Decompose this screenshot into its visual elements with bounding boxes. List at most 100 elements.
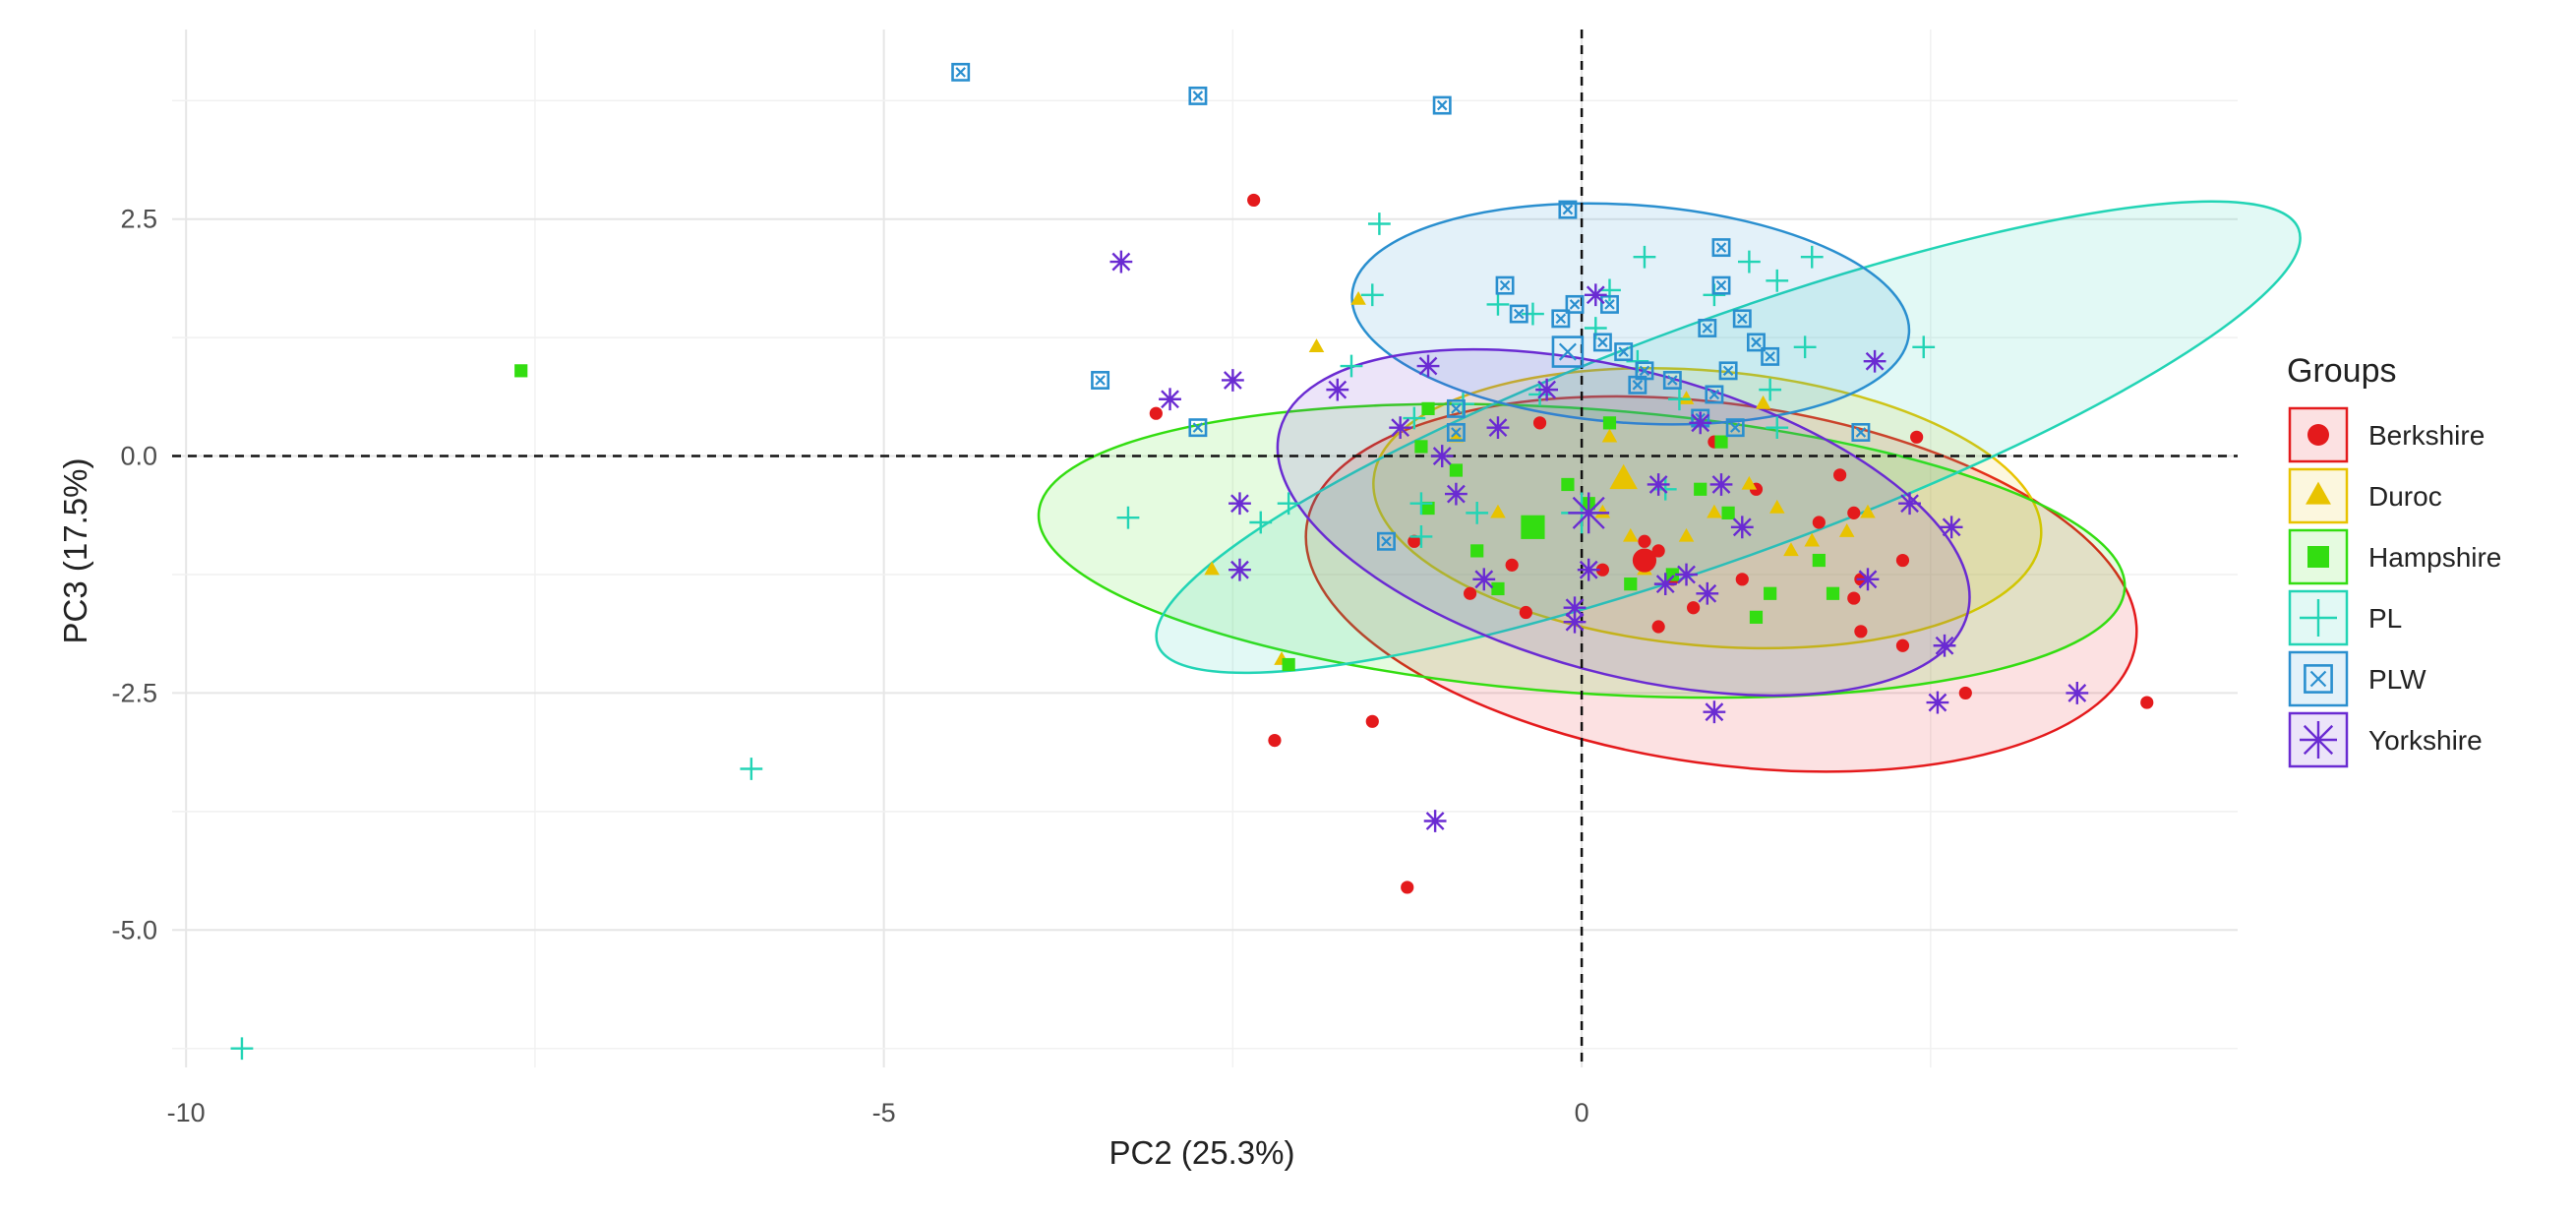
confidence-ellipses	[1037, 200, 2302, 773]
data-point-yorkshire	[1584, 283, 1607, 307]
data-point-pl	[1409, 492, 1433, 516]
data-point-duroc	[1350, 290, 1366, 305]
data-point-pl	[230, 1037, 254, 1061]
data-point-yorkshire	[1472, 568, 1496, 591]
data-point-berkshire	[1149, 406, 1163, 420]
data-point-berkshire	[1847, 506, 1861, 519]
y-tick-label: -2.5	[111, 678, 157, 707]
centroid-duroc	[1609, 463, 1638, 490]
centroid-hampshire	[1521, 515, 1545, 539]
data-point-yorkshire	[1228, 492, 1251, 516]
data-point-duroc	[1768, 499, 1785, 514]
data-point-duroc	[1601, 428, 1618, 443]
data-point-yorkshire	[1647, 473, 1670, 496]
data-point-duroc	[1622, 527, 1639, 542]
data-point-pl	[1466, 501, 1489, 524]
data-point-plw	[1592, 333, 1612, 352]
legend-item-yorkshire: Yorkshire	[2288, 711, 2483, 768]
data-point-plw	[1376, 531, 1396, 551]
data-point-pl	[1340, 354, 1363, 378]
data-point-berkshire	[1247, 193, 1261, 208]
legend-marker-pl	[2300, 599, 2337, 637]
data-point-pl	[1249, 511, 1273, 534]
data-point-pl	[740, 758, 763, 780]
data-point-plw	[1446, 398, 1466, 418]
legend-label-yorkshire: Yorkshire	[2368, 725, 2483, 756]
data-point-duroc	[1448, 428, 1465, 443]
data-point-duroc	[1678, 391, 1695, 404]
data-point-pl	[1793, 335, 1817, 359]
data-point-hampshire	[1624, 578, 1638, 591]
data-point-hampshire	[1714, 435, 1728, 449]
legend-item-hampshire: Hampshire	[2288, 528, 2501, 585]
data-point-yorkshire	[2066, 682, 2089, 704]
data-point-duroc	[1707, 504, 1722, 518]
data-point-hampshire	[1561, 477, 1575, 492]
legend-item-berkshire: Berkshire	[2288, 406, 2485, 463]
legend-item-duroc: Duroc	[2288, 467, 2442, 524]
data-point-yorkshire	[1703, 700, 1726, 724]
data-point-berkshire	[1638, 534, 1651, 548]
centroid-plw	[1551, 335, 1585, 368]
data-point-plw	[1662, 371, 1682, 390]
data-point-duroc	[1741, 475, 1758, 490]
data-point-plw	[1698, 319, 1717, 337]
data-point-yorkshire	[1445, 482, 1468, 506]
data-point-plw	[1761, 346, 1780, 366]
data-point-pl	[1522, 302, 1544, 326]
data-point-pl	[1409, 525, 1433, 548]
data-point-plw	[1711, 275, 1731, 295]
data-point-duroc	[1204, 561, 1220, 576]
data-point-plw	[1188, 418, 1208, 438]
data-point-yorkshire	[1563, 596, 1587, 620]
data-point-duroc	[1490, 504, 1506, 518]
data-point-plw	[1851, 423, 1871, 442]
legend: Groups Berkshire Duroc Hampshire PL PLW Yorks…	[2287, 352, 2501, 768]
data-point-yorkshire	[1563, 610, 1587, 634]
legend-title: Groups	[2287, 352, 2397, 390]
y-tick-label: -5.0	[111, 915, 157, 944]
legend-item-pl: PL	[2288, 589, 2402, 646]
x-tick-label: 0	[1575, 1098, 1589, 1127]
data-point-hampshire	[1470, 544, 1484, 558]
data-point-yorkshire	[1689, 411, 1712, 435]
data-point-berkshire	[1812, 516, 1826, 529]
legend-marker-berkshire	[2307, 424, 2329, 446]
data-point-hampshire	[1491, 581, 1505, 596]
data-point-yorkshire	[1221, 369, 1244, 392]
data-point-yorkshire	[1486, 416, 1510, 440]
data-point-plw	[1509, 304, 1528, 324]
x-tick-label: -10	[167, 1098, 206, 1127]
ellipse-berkshire	[1304, 395, 2138, 773]
data-point-yorkshire	[1577, 558, 1600, 581]
data-point-yorkshire	[1228, 558, 1251, 581]
data-point-yorkshire	[1926, 691, 1949, 714]
data-point-plw	[1732, 309, 1752, 329]
ellipse-yorkshire	[1276, 347, 1971, 698]
data-point-pl	[1668, 388, 1691, 411]
data-point-berkshire	[1895, 638, 1910, 652]
y-axis-title: PC3 (17.5%)	[57, 458, 93, 644]
data-point-yorkshire	[1940, 516, 1963, 539]
data-point-berkshire	[1408, 534, 1421, 548]
legend-marker-yorkshire	[2300, 721, 2337, 759]
data-point-duroc	[1804, 532, 1821, 547]
data-point-pl	[1759, 378, 1782, 401]
data-point-berkshire	[1463, 586, 1477, 600]
data-point-berkshire	[1958, 686, 1972, 700]
centroid-berkshire	[1632, 548, 1657, 573]
data-point-plw	[951, 62, 971, 82]
data-point-berkshire	[1595, 563, 1609, 577]
data-point-berkshire	[1532, 416, 1547, 430]
data-point-berkshire	[1519, 605, 1532, 620]
data-point-berkshire	[1895, 553, 1910, 568]
data-point-yorkshire	[1730, 516, 1754, 539]
x-tick-label: -5	[872, 1098, 896, 1127]
data-point-hampshire	[1749, 610, 1764, 624]
data-point-pl	[1633, 245, 1656, 269]
data-point-plw	[1495, 275, 1515, 295]
data-point-plw	[1446, 423, 1466, 442]
data-point-yorkshire	[1653, 573, 1677, 596]
data-point-plw	[1747, 333, 1766, 352]
